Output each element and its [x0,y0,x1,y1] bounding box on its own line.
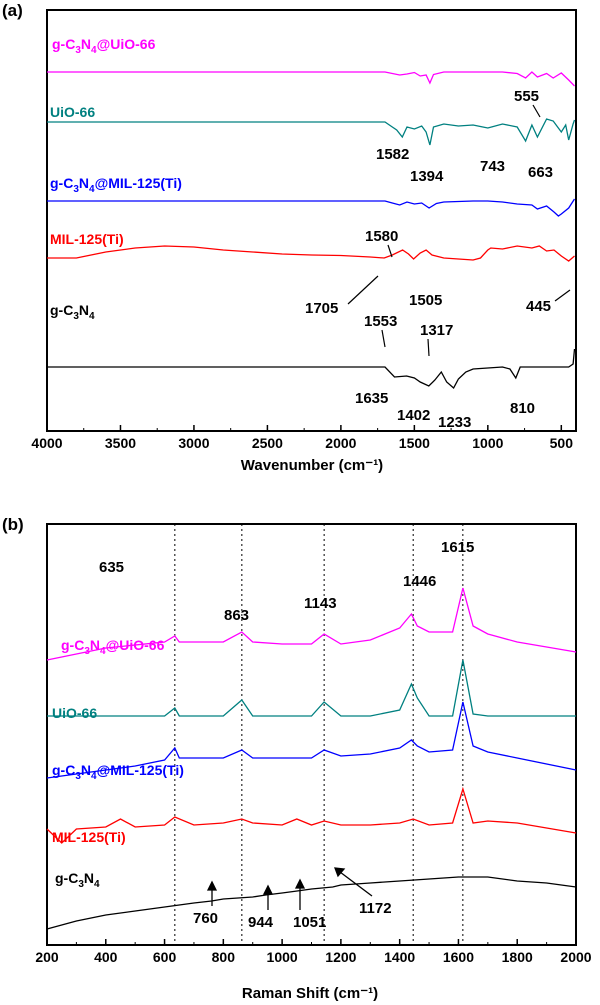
panel-b-label: (b) [2,515,24,534]
series-label-b-gc3n4: g-C3N4 [55,870,100,890]
series-line-a-g-c3n4-uio-66 [47,71,575,87]
series-label-a-gc3n4-mil125: g-C3N4@MIL-125(Ti) [50,175,182,195]
annotation-b-1051-arrowhead [294,878,306,889]
panel-a-series-group [47,71,576,390]
x-tick-label-a-1500: 1500 [399,435,430,451]
series-line-a-mil-125-ti [47,245,575,262]
series-label-a-gc3n4-uio66: g-C3N4@UiO-66 [52,36,156,56]
x-tick-label-b-1800: 1800 [502,949,533,965]
series-line-b-g-c3n4 [46,876,577,930]
panel-b-x-axis: 200 400 600 800 1000 1200 1400 1600 1800 2000 [35,939,592,965]
annotation-b-1051: 1051 [293,914,326,931]
series-line-b-mil-125-ti [46,786,577,844]
annotation-b-760-arrowhead [206,880,218,891]
annotation-a-1317: 1317 [420,322,453,339]
panel-a: (a) 4000 3500 3000 2500 2000 1500 1000 500 Wave… [2,1,577,474]
x-tick-label-a-3500: 3500 [105,435,136,451]
annotation-a-1505: 1505 [409,292,442,309]
annotation-a-555-arrow [532,104,541,118]
x-tick-label-b-1200: 1200 [325,949,356,965]
series-line-b-uio-66 [47,659,576,717]
x-tick-label-a-2000: 2000 [325,435,356,451]
annotation-b-1143: 1143 [304,595,337,612]
annotation-b-944: 944 [248,914,274,931]
panel-b: (b) 200 400 600 800 1000 1200 1400 1600 1800 2000… [2,515,592,1002]
annotation-a-1553: 1553 [364,313,397,330]
x-tick-label-a-1000: 1000 [472,435,503,451]
x-tick-label-a-4000: 4000 [31,435,62,451]
panel-b-reference-lines [174,524,464,945]
panel-a-frame [46,9,577,432]
series-line-a-g-c3n4 [47,348,576,390]
x-tick-label-b-1000: 1000 [267,949,298,965]
annotation-b-944-arrowhead [262,884,274,895]
series-label-b-gc3n4-mil125: g-C3N4@MIL-125(Ti) [52,762,184,782]
series-line-b-g-c3n4-uio-66 [46,587,577,661]
annotation-a-1582: 1582 [376,146,409,163]
annotation-a-1705: 1705 [305,300,338,317]
panel-b-x-axis-label: Raman Shift (cm⁻¹) [242,985,378,1002]
series-label-b-uio66: UiO-66 [52,705,97,721]
annotation-b-1172: 1172 [359,900,392,917]
panel-a-x-axis: 4000 3500 3000 2500 2000 1500 1000 500 [31,425,573,451]
series-line-a-uio-66 [47,118,576,146]
x-tick-label-b-2000: 2000 [560,949,591,965]
annotation-a-1553-arrow [381,329,386,348]
annotation-a-1394: 1394 [410,168,444,185]
x-tick-label-a-3000: 3000 [178,435,209,451]
annotation-a-1580: 1580 [365,228,398,245]
annotation-b-1172-arrowhead [334,867,346,878]
series-label-a-mil125: MIL-125(Ti) [50,231,124,247]
series-label-a-gc3n4: g-C3N4 [50,302,95,322]
annotation-a-445: 445 [526,298,551,315]
annotation-b-1615: 1615 [441,539,474,556]
series-label-b-mil125: MIL-125(Ti) [52,829,126,845]
annotation-b-635: 635 [99,559,124,576]
annotation-b-863: 863 [224,607,249,624]
annotation-a-1402: 1402 [397,407,430,424]
x-tick-label-b-600: 600 [153,949,177,965]
annotation-b-1446: 1446 [403,573,436,590]
annotation-a-1317-arrow [427,338,430,357]
x-tick-label-a-500: 500 [550,435,574,451]
annotation-a-1580-arrow [387,244,393,258]
x-tick-label-b-1600: 1600 [443,949,474,965]
series-line-a-g-c3n4-mil-125-ti [47,198,576,217]
annotation-a-663: 663 [528,164,553,181]
x-tick-label-b-1400: 1400 [384,949,415,965]
annotation-a-445-arrow [554,289,571,302]
panel-a-label: (a) [2,1,23,20]
annotation-a-555: 555 [514,88,539,105]
x-tick-label-b-400: 400 [94,949,118,965]
x-tick-label-b-800: 800 [212,949,236,965]
series-label-a-uio66: UiO-66 [50,104,95,120]
annotation-b-1172-arrow [339,871,373,897]
annotation-a-1635: 1635 [355,390,388,407]
panel-b-frame [46,523,577,946]
annotation-a-1233: 1233 [438,414,471,431]
x-tick-label-b-200: 200 [35,949,59,965]
annotation-a-1705-arrow [347,275,379,305]
panel-b-series-group [46,587,577,930]
annotation-b-760: 760 [193,910,218,927]
x-tick-label-a-2500: 2500 [252,435,283,451]
panel-a-x-axis-label: Wavenumber (cm⁻¹) [241,457,383,474]
series-line-b-g-c3n4-mil-125-ti [46,701,577,779]
panel-b-annotation-arrows [206,867,373,910]
annotation-a-743: 743 [480,158,505,175]
annotation-a-810: 810 [510,400,535,417]
